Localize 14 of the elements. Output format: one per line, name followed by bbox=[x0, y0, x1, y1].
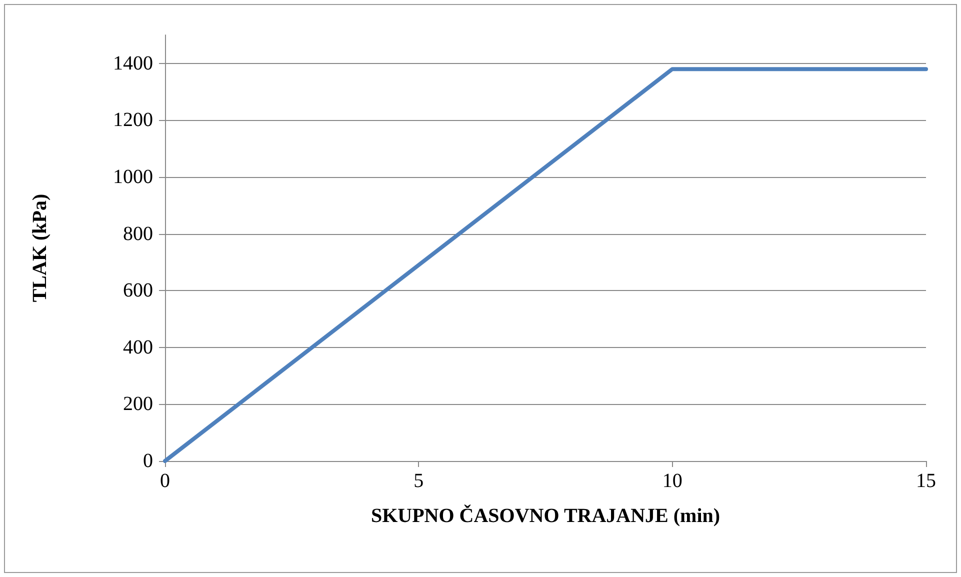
y-tick-label: 400 bbox=[123, 336, 153, 358]
x-tick-label: 0 bbox=[160, 470, 170, 492]
y-tick-label: 800 bbox=[123, 222, 153, 245]
x-tick-label: 15 bbox=[916, 470, 936, 492]
y-axis-title: TLAK (kPa) bbox=[29, 194, 51, 302]
y-tick-label: 0 bbox=[143, 450, 153, 472]
y-tick-label: 600 bbox=[123, 280, 153, 302]
x-axis-title: SKUPNO ČASOVNO TRAJANJE (min) bbox=[370, 504, 720, 527]
y-tick-label: 1400 bbox=[113, 52, 153, 74]
x-tick-label: 5 bbox=[414, 470, 424, 492]
y-tick-label: 200 bbox=[123, 393, 153, 416]
y-tick-label: 1200 bbox=[113, 109, 153, 132]
x-tick-label: 10 bbox=[662, 470, 682, 492]
y-tick-label: 1000 bbox=[113, 166, 153, 188]
